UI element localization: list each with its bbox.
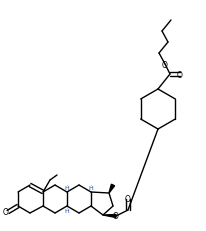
Text: Ḣ: Ḣ [64,186,69,191]
Text: O: O [3,208,9,217]
Polygon shape [109,184,114,193]
Polygon shape [103,215,116,218]
Text: O: O [161,60,167,69]
Text: O: O [124,195,130,204]
Text: Ḣ: Ḣ [88,186,93,191]
Text: O: O [176,70,182,79]
Text: O: O [112,212,118,221]
Text: Ḣ: Ḣ [64,209,69,214]
